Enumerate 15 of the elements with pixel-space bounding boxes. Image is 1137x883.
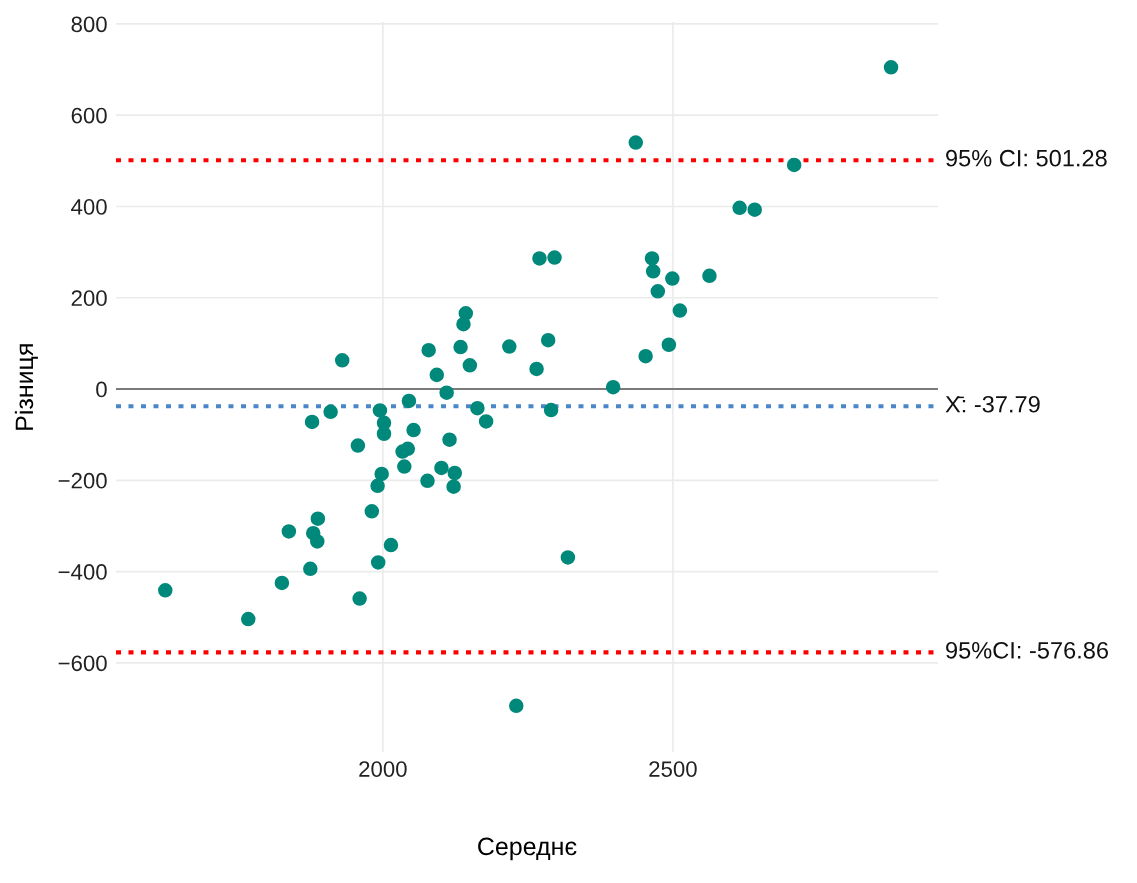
y-tick-label: 200	[71, 290, 107, 307]
y-tick-label: −600	[58, 655, 107, 672]
y-axis-title: Різниця	[14, 344, 38, 430]
x-tick-label: 2000	[359, 761, 407, 777]
ref-line-label: 95%CI: -576.86	[946, 641, 1108, 659]
x-tick-label: 2500	[649, 761, 697, 777]
x-axis-title: Середнє	[478, 837, 577, 861]
ref-line-label: X̄: -37.79	[945, 395, 1040, 413]
y-tick-label: 600	[71, 107, 107, 124]
y-tick-label: 400	[71, 199, 107, 215]
y-tick-label: −400	[58, 564, 107, 580]
ref-line-label: 95% CI: 501.28	[946, 149, 1107, 167]
y-tick-label: 800	[71, 16, 107, 33]
y-tick-label: 0	[96, 381, 107, 398]
y-tick-label: −200	[58, 472, 107, 489]
